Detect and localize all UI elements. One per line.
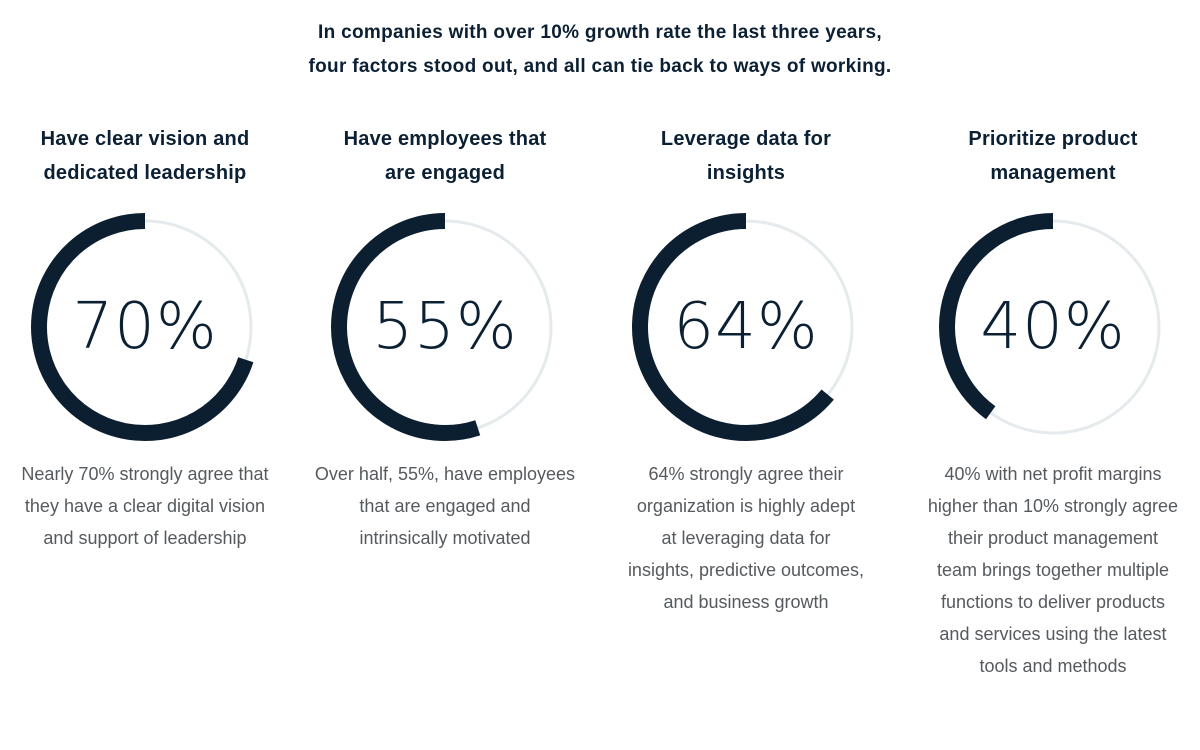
description-line: Nearly 70% strongly agree that <box>21 464 269 484</box>
factor-description: Over half, 55%, have employees that are e… <box>295 458 595 554</box>
intro-line-1: In companies with over 10% growth rate t… <box>318 22 882 43</box>
factor-description: 40% with net profit margins higher than 1… <box>903 458 1200 682</box>
factor-heading: Have clear vision and dedicated leadersh… <box>0 122 295 190</box>
description-line: 40% with net profit margins <box>944 464 1162 484</box>
percentage-label: 40% <box>980 290 1126 364</box>
percentage-label: 70% <box>72 290 218 364</box>
gauge-svg <box>939 213 1161 435</box>
description-line: Over half, 55%, have employees <box>314 464 576 484</box>
donut-gauge: 55% <box>325 207 565 447</box>
description-line: they have a clear digital vision <box>24 496 266 516</box>
heading-line: Have clear vision and <box>40 128 250 150</box>
gauge-svg <box>31 213 254 441</box>
description-line: and services using the latest <box>939 624 1167 644</box>
donut-gauge: 40% <box>933 207 1173 447</box>
description-line: at leveraging data for <box>661 528 831 548</box>
gauge-svg <box>331 213 553 441</box>
description-line: functions to deliver products <box>940 592 1166 612</box>
heading-line: management <box>990 162 1116 184</box>
description-line: insights, predictive outcomes, <box>627 560 865 580</box>
heading-line: Have employees that <box>343 128 547 150</box>
gauge-svg <box>632 213 854 441</box>
gauge-value-arc <box>31 213 254 441</box>
description-line: and business growth <box>663 592 829 612</box>
description-line: higher than 10% strongly agree <box>927 496 1179 516</box>
description-line: and support of leadership <box>43 528 247 548</box>
factor-description: Nearly 70% strongly agree that they have … <box>0 458 295 554</box>
donut-gauge: 64% <box>626 207 866 447</box>
factor-heading: Leverage data for insights <box>596 122 896 190</box>
description-line: that are engaged and <box>359 496 531 516</box>
factor-column: Have clear vision and dedicated leadersh… <box>0 122 295 554</box>
intro-text: In companies with over 10% growth rate t… <box>0 16 1200 84</box>
heading-line: insights <box>706 162 786 184</box>
percentage-label: 55% <box>372 290 518 364</box>
factor-column: Leverage data for insights 64% 64% stron… <box>596 122 896 618</box>
factor-description: 64% strongly agree their organization is … <box>596 458 896 618</box>
factor-column: Have employees that are engaged 55% Over… <box>295 122 595 554</box>
intro-line-2: four factors stood out, and all can tie … <box>308 56 892 77</box>
heading-line: Prioritize product <box>968 128 1138 150</box>
factor-heading: Prioritize product management <box>903 122 1200 190</box>
heading-line: dedicated leadership <box>43 162 247 184</box>
percentage-label: 64% <box>673 290 819 364</box>
description-line: team brings together multiple <box>936 560 1170 580</box>
heading-line: are engaged <box>384 162 506 184</box>
factor-column: Prioritize product management 40% 40% wi… <box>903 122 1200 682</box>
gauge-value-arc <box>939 213 1054 420</box>
description-line: intrinsically motivated <box>359 528 531 548</box>
heading-line: Leverage data for <box>660 128 832 150</box>
description-line: organization is highly adept <box>636 496 856 516</box>
description-line: tools and methods <box>979 656 1127 676</box>
donut-gauge: 70% <box>25 207 265 447</box>
description-line: 64% strongly agree their <box>648 464 844 484</box>
gauge-value-arc <box>632 213 834 441</box>
gauge-value-arc <box>331 213 481 441</box>
description-line: their product management <box>947 528 1159 548</box>
factor-heading: Have employees that are engaged <box>295 122 595 190</box>
